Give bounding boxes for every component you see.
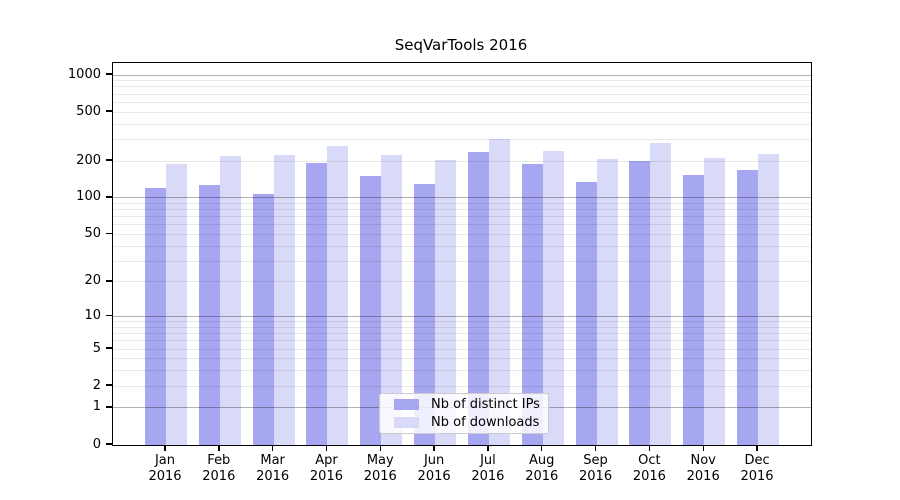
y-tick-mark bbox=[106, 159, 112, 161]
y-tick-mark bbox=[106, 232, 112, 235]
bar-mar-downloads bbox=[273, 155, 295, 445]
bar-oct-distinct-ips bbox=[629, 160, 651, 445]
legend-swatch-distinct-ips bbox=[394, 399, 419, 410]
legend: Nb of distinct IPs Nb of downloads bbox=[379, 393, 549, 434]
y-tick-mark bbox=[106, 406, 112, 408]
x-tick-mark bbox=[271, 446, 274, 451]
y-tick-label: 200 bbox=[76, 152, 101, 168]
legend-row: Nb of downloads bbox=[388, 415, 540, 430]
chart-title: SeqVarTools 2016 bbox=[394, 36, 528, 54]
bar-jul-distinct-ips bbox=[467, 151, 489, 445]
bar-apr-downloads bbox=[327, 146, 349, 445]
x-tick-mark bbox=[433, 446, 435, 451]
y-tick-label: 0 bbox=[92, 436, 101, 452]
bar-apr-distinct-ips bbox=[306, 163, 328, 445]
bar-sep-downloads bbox=[596, 159, 618, 445]
x-tick-label: Oct 2016 bbox=[632, 453, 666, 484]
y-tick-mark bbox=[106, 347, 112, 349]
bar-jul-downloads bbox=[488, 138, 510, 445]
y-tick-label: 10 bbox=[84, 308, 101, 324]
legend-label: Nb of distinct IPs bbox=[431, 397, 540, 412]
y-tick-label: 1000 bbox=[67, 66, 101, 82]
bar-feb-downloads bbox=[219, 156, 241, 445]
bar-jun-distinct-ips bbox=[414, 183, 436, 445]
y-tick-mark bbox=[106, 196, 112, 198]
bar-oct-downloads bbox=[650, 143, 672, 445]
x-tick-label: Mar 2016 bbox=[256, 453, 290, 484]
y-tick-label: 100 bbox=[76, 189, 101, 205]
bar-sep-distinct-ips bbox=[575, 181, 597, 445]
y-tick-mark bbox=[106, 384, 112, 386]
x-tick-mark bbox=[594, 446, 597, 451]
bar-jan-downloads bbox=[166, 164, 187, 445]
y-tick-mark bbox=[106, 110, 112, 112]
x-tick-label: Feb 2016 bbox=[202, 453, 236, 484]
plot-area: Nb of distinct IPs Nb of downloads bbox=[112, 62, 812, 446]
legend-swatch-downloads bbox=[394, 417, 419, 428]
bar-dec-downloads bbox=[758, 154, 780, 445]
legend-row: Nb of distinct IPs bbox=[388, 397, 540, 412]
x-tick-mark bbox=[648, 446, 651, 451]
x-tick-mark bbox=[702, 446, 704, 451]
x-tick-mark bbox=[541, 446, 543, 451]
x-tick-mark bbox=[164, 446, 166, 451]
x-tick-label: Jul 2016 bbox=[471, 453, 505, 484]
y-tick-mark bbox=[106, 280, 112, 282]
x-tick-label: Apr 2016 bbox=[309, 453, 343, 484]
bar-aug-distinct-ips bbox=[521, 164, 543, 445]
x-tick-mark bbox=[756, 446, 758, 451]
y-tick-label: 20 bbox=[84, 273, 101, 289]
bars-layer bbox=[113, 63, 811, 445]
y-tick-label: 2 bbox=[92, 377, 101, 393]
bar-jun-downloads bbox=[435, 160, 457, 445]
y-tick-mark bbox=[106, 443, 112, 445]
bar-nov-downloads bbox=[704, 158, 726, 445]
x-tick-label: Dec 2016 bbox=[740, 453, 774, 484]
y-tick-label: 500 bbox=[76, 103, 101, 119]
x-tick-mark bbox=[487, 446, 489, 451]
x-tick-mark bbox=[218, 446, 220, 451]
y-tick-label: 50 bbox=[84, 225, 101, 241]
legend-label: Nb of downloads bbox=[431, 415, 540, 430]
bar-feb-distinct-ips bbox=[198, 184, 220, 445]
y-tick-mark bbox=[106, 314, 112, 317]
x-tick-label: Sep 2016 bbox=[579, 453, 613, 484]
bar-jan-distinct-ips bbox=[145, 188, 166, 445]
y-tick-mark bbox=[106, 73, 112, 75]
x-tick-label: Jan 2016 bbox=[148, 453, 182, 484]
bar-nov-distinct-ips bbox=[683, 175, 705, 445]
x-tick-label: Nov 2016 bbox=[686, 453, 720, 484]
bar-may-downloads bbox=[381, 154, 403, 445]
x-tick-label: Aug 2016 bbox=[525, 453, 559, 484]
y-tick-label: 1 bbox=[92, 399, 101, 415]
x-tick-label: May 2016 bbox=[363, 453, 397, 484]
x-tick-label: Jun 2016 bbox=[417, 453, 451, 484]
y-tick-label: 5 bbox=[92, 340, 101, 356]
x-tick-mark bbox=[379, 446, 381, 451]
x-tick-mark bbox=[325, 446, 328, 451]
bar-dec-distinct-ips bbox=[737, 170, 759, 445]
bar-aug-downloads bbox=[542, 151, 564, 445]
bar-mar-distinct-ips bbox=[252, 193, 274, 445]
bar-may-distinct-ips bbox=[360, 176, 382, 445]
